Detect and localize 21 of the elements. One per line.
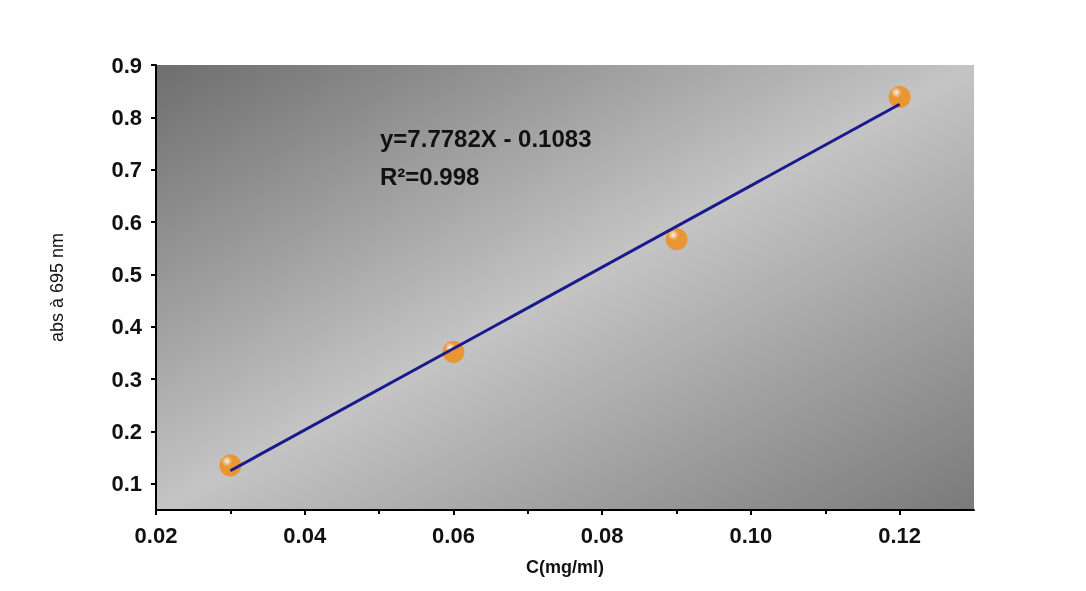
y-tick-label: 0.5 xyxy=(111,261,142,287)
x-axis-title: C(mg/ml) xyxy=(526,557,604,577)
x-tick-label: 0.08 xyxy=(580,522,624,548)
point xyxy=(665,228,688,251)
point xyxy=(888,85,911,108)
x-tick-label: 0.04 xyxy=(283,522,327,548)
y-axis-title: abs à 695 nm xyxy=(47,232,67,343)
x-tick-label: 0.12 xyxy=(878,522,922,548)
y-tick-label: 0.9 xyxy=(111,52,142,78)
y-tick-label: 0.3 xyxy=(111,366,142,392)
x-tick-label: 0.10 xyxy=(729,522,773,548)
y-tick-label: 0.1 xyxy=(111,471,142,497)
y-tick-label: 0.6 xyxy=(111,209,142,235)
y-tick-label: 0.4 xyxy=(111,314,143,340)
y-tick-label: 0.2 xyxy=(111,418,142,444)
x-tick-label: 0.06 xyxy=(432,522,475,548)
annotation: R²=0.998 xyxy=(380,162,480,190)
y-tick-label: 0.7 xyxy=(111,157,142,183)
x-tick-label: 0.02 xyxy=(134,522,178,548)
annotation: y=7.7782X - 0.1083 xyxy=(380,124,592,152)
y-tick-label: 0.8 xyxy=(111,104,142,130)
